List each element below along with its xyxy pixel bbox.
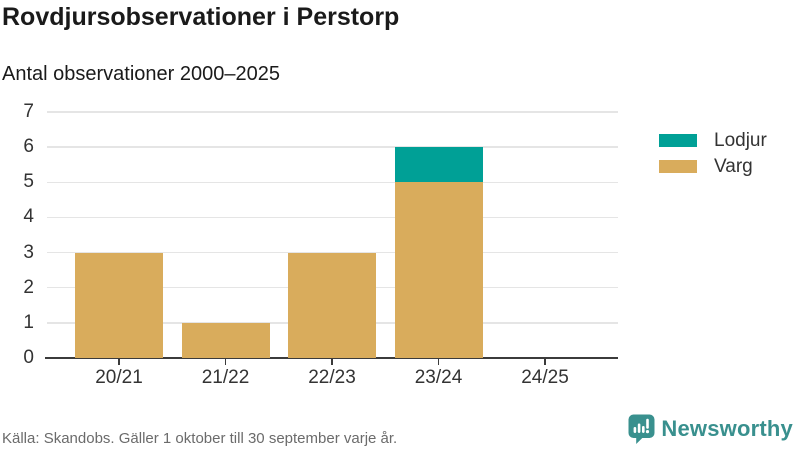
gridline-y5 [47, 181, 618, 184]
x-axis-tick-2 [331, 358, 333, 365]
x-axis-label-4: 24/25 [521, 367, 569, 388]
legend-label-lodjur: Lodjur [714, 129, 767, 151]
bar-varg-21-22 [181, 322, 270, 358]
bar-varg-23-24 [394, 182, 483, 358]
y-axis-label-1: 1 [23, 311, 34, 333]
bar-lodjur-23-24 [394, 147, 483, 183]
bar-varg-22-23 [288, 252, 376, 358]
x-axis-tick-3 [437, 358, 440, 365]
gridline-y7 [47, 111, 618, 113]
newsworthy-wordmark: Newsworthy [661, 416, 793, 441]
legend-item-lodjur: Lodjur [659, 127, 767, 153]
x-axis-label-3: 23/24 [414, 367, 463, 388]
x-axis-label-0: 20/21 [95, 367, 143, 388]
legend-item-varg: Varg [659, 153, 767, 179]
legend-label-varg: Varg [714, 155, 753, 177]
y-axis-label-0: 0 [23, 347, 34, 368]
legend-swatch-lodjur [659, 133, 697, 147]
x-axis-tick-1 [224, 358, 227, 365]
gridline-y4 [47, 216, 618, 219]
gridline-y6 [47, 146, 618, 148]
y-axis-label-3: 3 [23, 241, 34, 263]
bar-varg-20-21 [75, 252, 163, 358]
legend-swatch-varg [659, 159, 697, 173]
source-note: Källa: Skandobs. Gäller 1 oktober till 3… [2, 430, 398, 447]
newsworthy-logo[interactable]: Newsworthy [628, 414, 793, 444]
x-axis-tick-0 [118, 358, 120, 365]
x-axis-label-1: 21/22 [201, 367, 250, 388]
y-axis-label-4: 4 [23, 206, 34, 228]
newsworthy-bubble-icon [628, 414, 655, 444]
chart-subtitle: Antal observationer 2000–2025 [2, 63, 280, 85]
y-axis-label-7: 7 [23, 101, 34, 122]
y-axis-label-6: 6 [23, 136, 34, 158]
x-axis-tick-4 [544, 358, 546, 365]
y-axis-label-2: 2 [23, 276, 34, 298]
legend: Lodjur Varg [659, 127, 767, 179]
x-axis-label-2: 22/23 [308, 367, 356, 388]
page-title: Rovdjursobservationer i Perstorp [2, 3, 400, 31]
y-axis-label-5: 5 [23, 171, 34, 193]
